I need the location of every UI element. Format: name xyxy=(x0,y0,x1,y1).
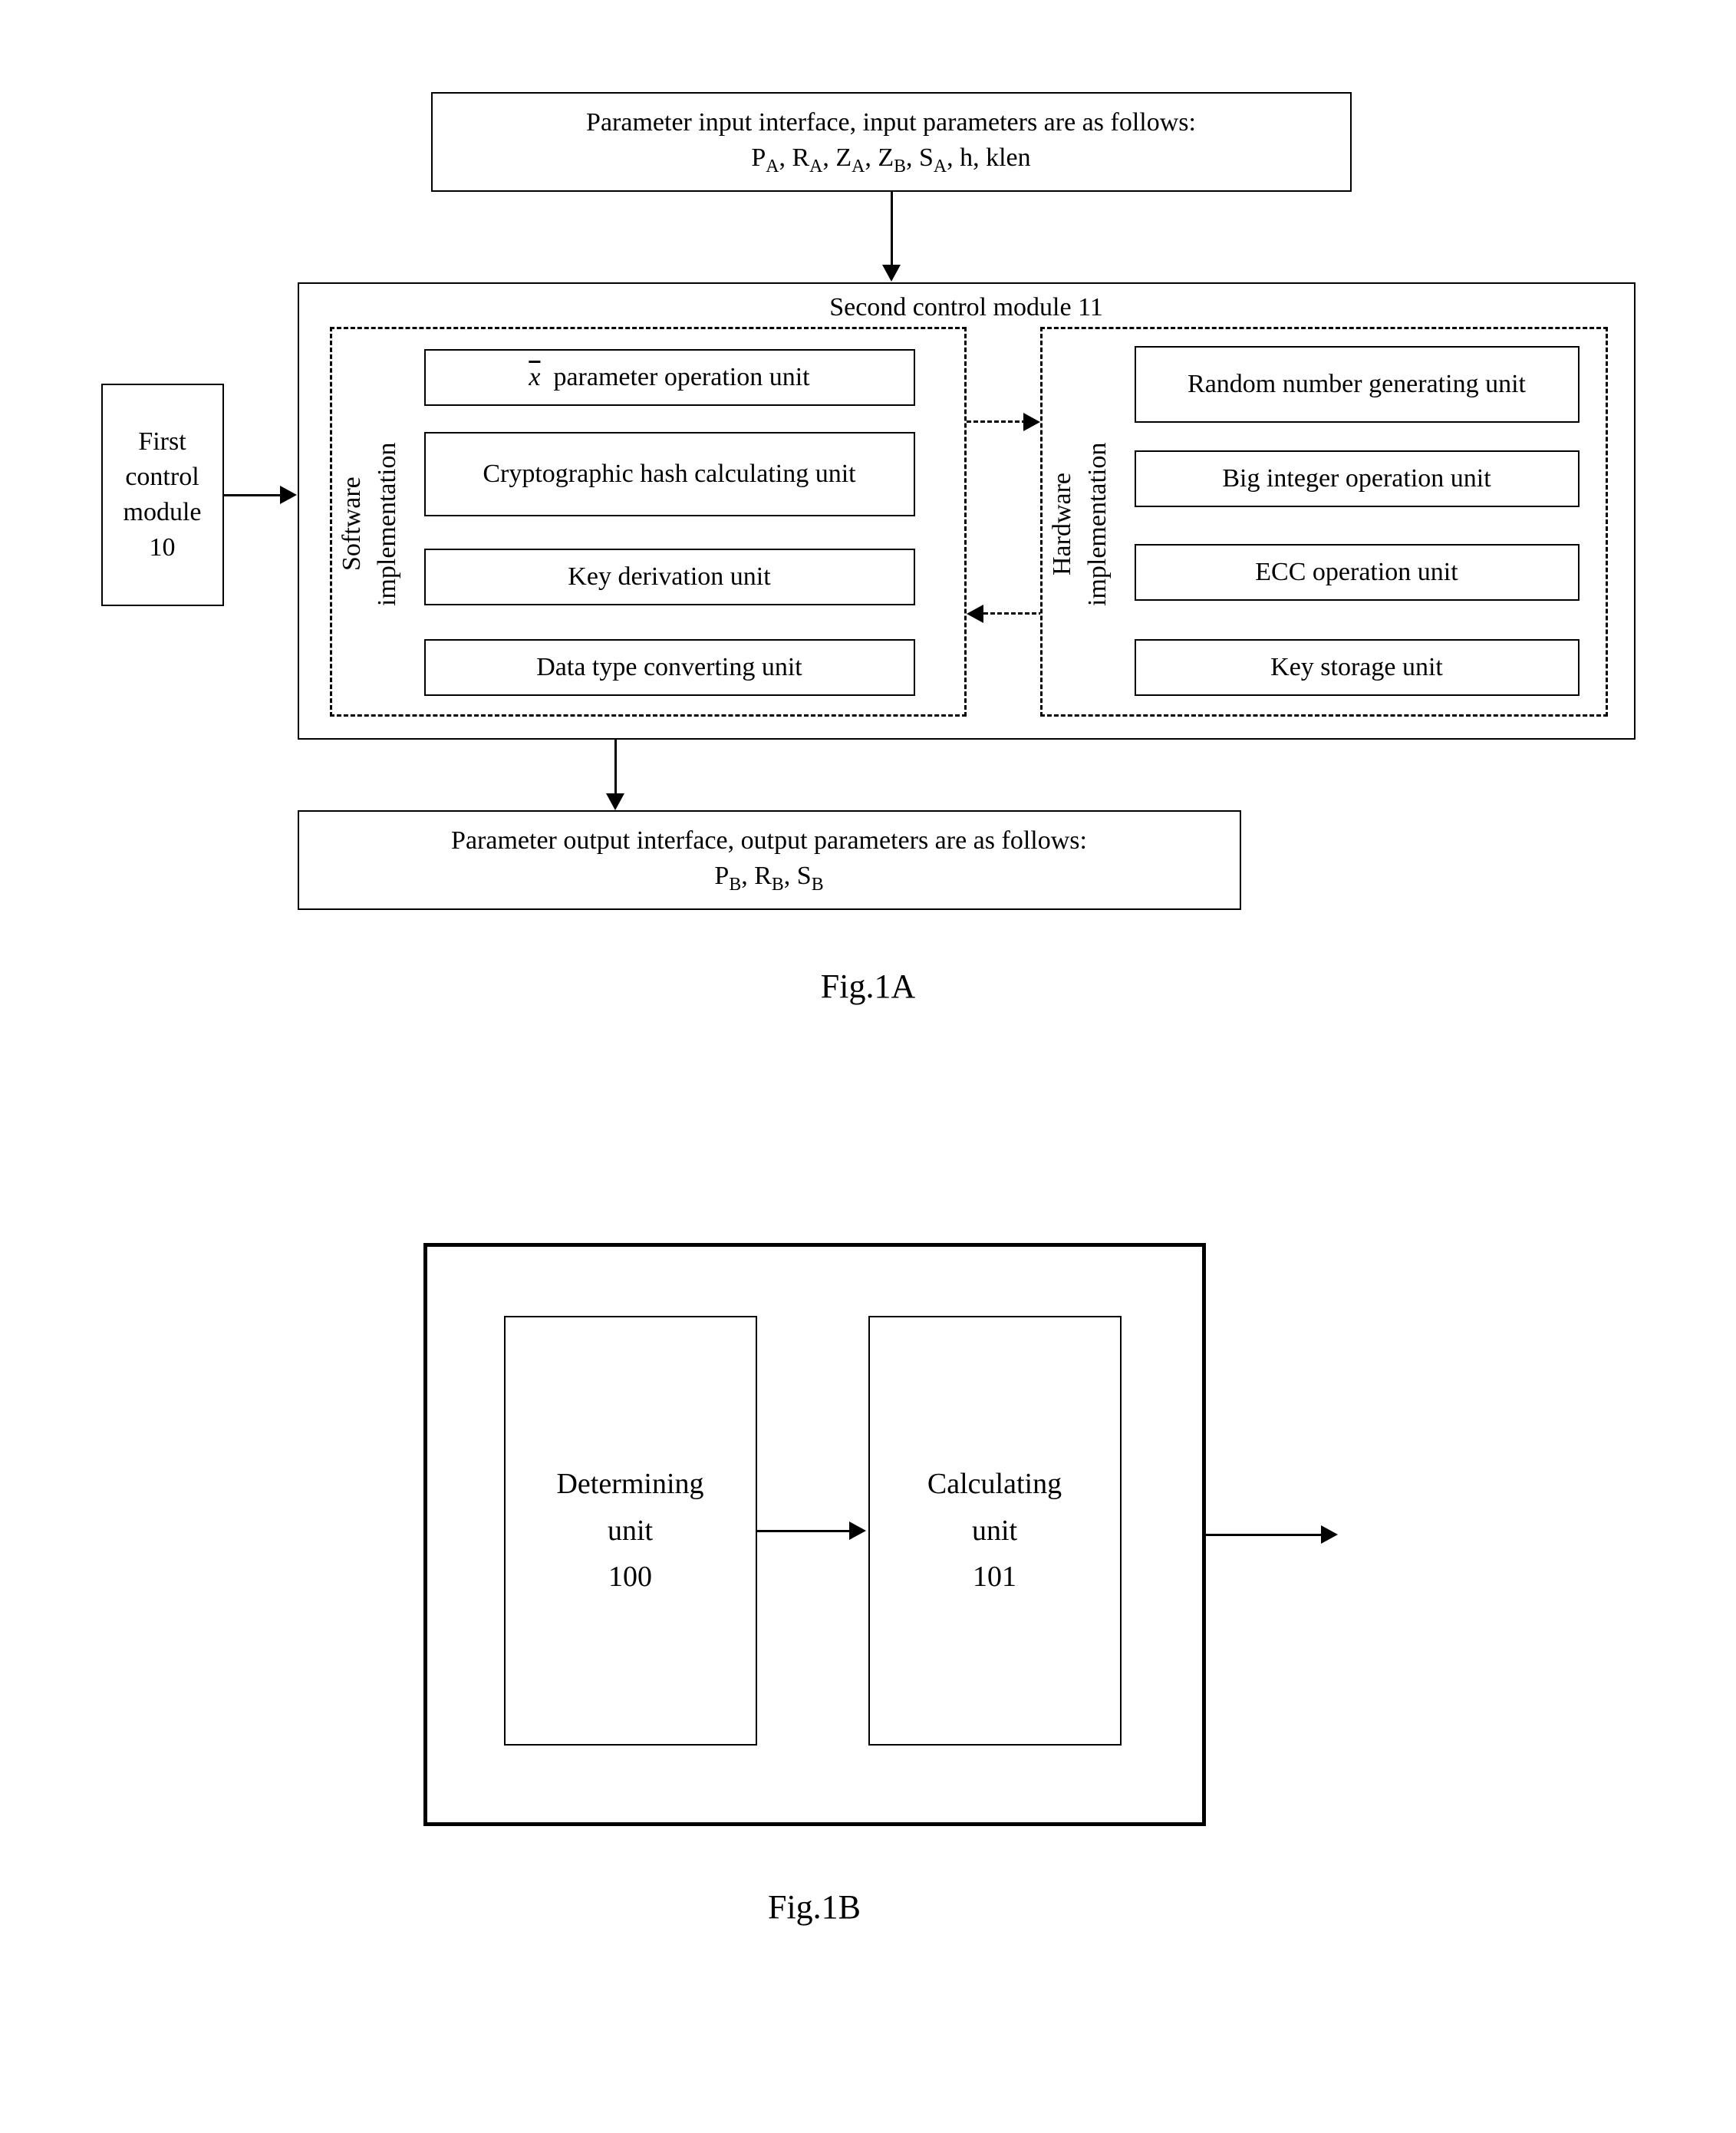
determining-l2: unit xyxy=(608,1508,653,1554)
arrow-calc-out-head xyxy=(1321,1525,1338,1544)
param-input-params: PA, RA, ZA, ZB, SA, h, klen xyxy=(751,140,1030,179)
arrow-input-down xyxy=(891,192,893,265)
calculating-l2: unit xyxy=(972,1508,1017,1554)
param-output-params: PB, RB, SB xyxy=(714,859,823,897)
sw-unit-xbar: x parameter operation unit xyxy=(424,349,915,406)
first-control-module: First control module 10 xyxy=(101,384,224,606)
determining-num: 100 xyxy=(608,1554,652,1601)
first-control-l1: First xyxy=(138,424,186,460)
hardware-group: Hardware implementation Random number ge… xyxy=(1040,327,1608,717)
second-control-module: Second control module 11 Software implem… xyxy=(298,282,1636,740)
figure-1b: Determining unit 100 Calculating unit 10… xyxy=(370,1243,1367,1934)
arrow-hw-sw-bot-head xyxy=(967,605,983,623)
param-input-box: Parameter input interface, input paramet… xyxy=(431,92,1352,192)
software-group: Software implementation x parameter oper… xyxy=(330,327,967,717)
determining-unit: Determining unit 100 xyxy=(504,1316,757,1746)
calculating-num: 101 xyxy=(973,1554,1016,1601)
fig1a-caption: Fig.1A xyxy=(101,967,1636,1006)
arrow-input-down-head xyxy=(882,265,901,282)
hw-unit-ecc: ECC operation unit xyxy=(1135,544,1580,601)
calculating-unit: Calculating unit 101 xyxy=(868,1316,1122,1746)
arrow-det-calc-head xyxy=(849,1521,866,1540)
second-control-title: Second control module 11 xyxy=(299,284,1634,330)
arrow-det-calc xyxy=(757,1530,849,1532)
arrow-sw-hw-top xyxy=(967,420,1026,423)
hardware-label: Hardware implementation xyxy=(1053,345,1107,704)
software-label: Software implementation xyxy=(343,345,397,704)
hw-unit-random: Random number generating unit xyxy=(1135,346,1580,423)
sw-unit-data-conv: Data type converting unit xyxy=(424,639,915,696)
arrow-sw-hw-top-head xyxy=(1023,413,1040,431)
arrow-output-down-head xyxy=(606,793,624,810)
param-output-line1: Parameter output interface, output param… xyxy=(451,823,1087,859)
arrow-first-right xyxy=(224,494,280,496)
sw-unit-hash: Cryptographic hash calculating unit xyxy=(424,432,915,516)
param-input-line1: Parameter input interface, input paramet… xyxy=(586,105,1196,140)
first-control-l2: control xyxy=(125,460,199,495)
arrow-calc-out xyxy=(1206,1534,1321,1536)
arrow-output-down xyxy=(614,740,617,793)
param-output-box: Parameter output interface, output param… xyxy=(298,810,1241,910)
sw-unit-key-deriv: Key derivation unit xyxy=(424,549,915,605)
hw-unit-keystore: Key storage unit xyxy=(1135,639,1580,696)
determining-l1: Determining xyxy=(556,1461,703,1508)
arrow-hw-sw-bot xyxy=(983,612,1043,615)
first-control-l3: module xyxy=(124,495,202,530)
hw-unit-bigint: Big integer operation unit xyxy=(1135,450,1580,507)
fig1b-container: Determining unit 100 Calculating unit 10… xyxy=(423,1243,1206,1826)
fig1b-caption: Fig.1B xyxy=(370,1887,1260,1927)
calculating-l1: Calculating xyxy=(927,1461,1062,1508)
figure-1a: Parameter input interface, input paramet… xyxy=(101,92,1636,1090)
first-control-num: 10 xyxy=(150,530,176,565)
arrow-first-right-head xyxy=(280,486,297,504)
